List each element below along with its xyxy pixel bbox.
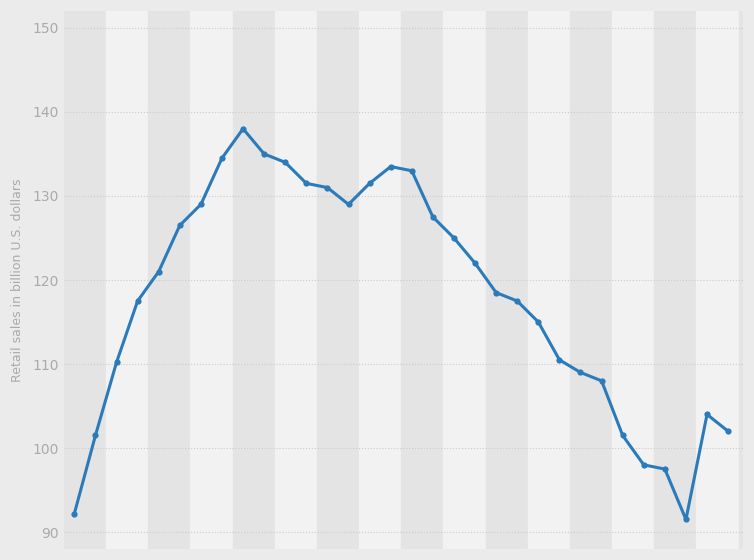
Y-axis label: Retail sales in billion U.S. dollars: Retail sales in billion U.S. dollars [11,178,24,382]
Bar [232,11,274,549]
Bar [190,11,232,549]
Bar [612,11,654,549]
Bar [654,11,697,549]
Bar [317,11,359,549]
Bar [443,11,486,549]
Bar [570,11,612,549]
Bar [739,11,754,549]
Bar [401,11,443,549]
Bar [64,11,106,549]
Bar [528,11,570,549]
Bar [149,11,190,549]
Bar [486,11,528,549]
Bar [697,11,739,549]
Bar [359,11,401,549]
Bar [106,11,149,549]
Bar [274,11,317,549]
